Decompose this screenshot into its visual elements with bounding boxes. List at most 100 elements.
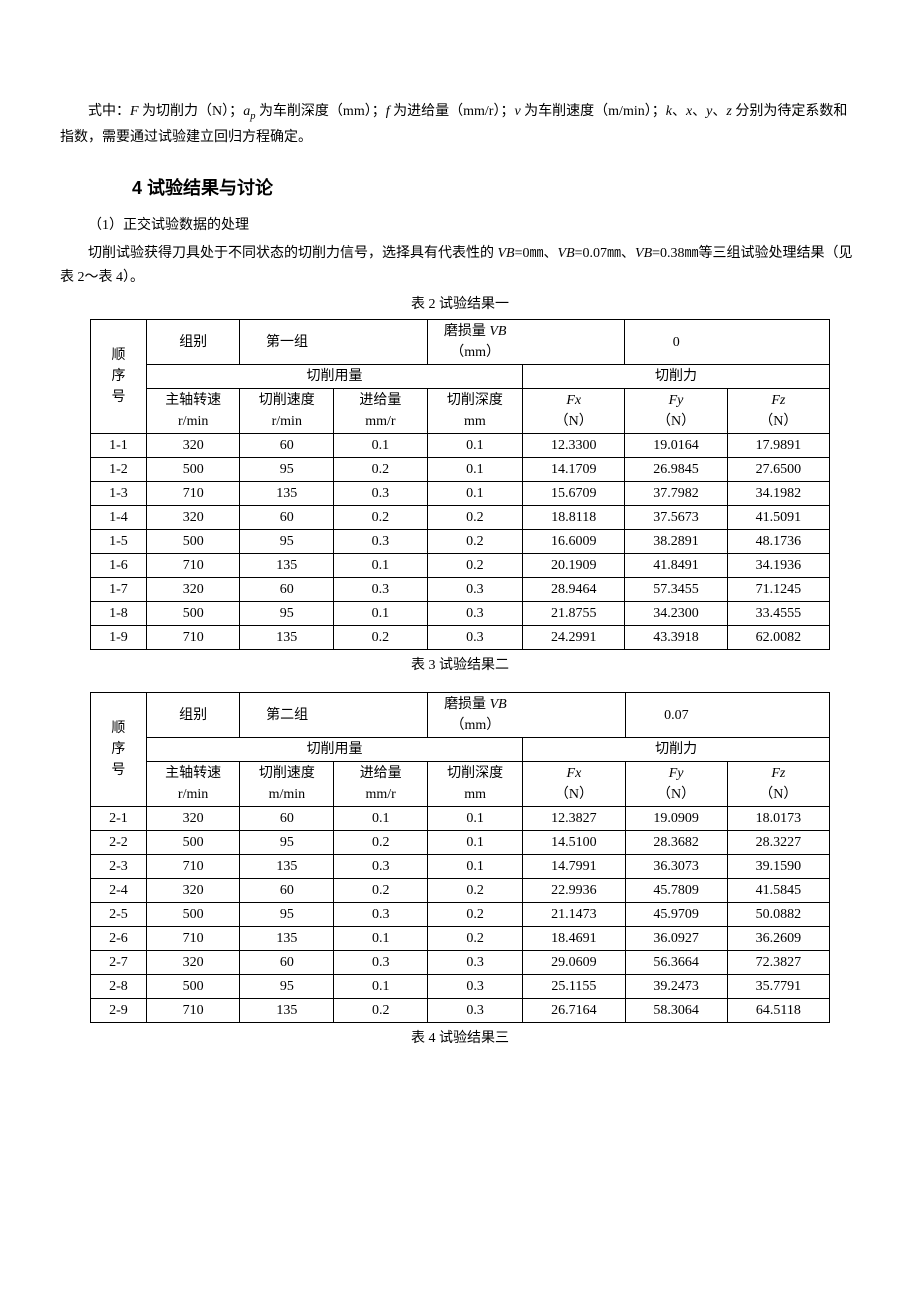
table-cell: 0.3 (334, 855, 428, 879)
table-cell: 0.2 (334, 458, 428, 482)
table-cell: 37.7982 (625, 482, 727, 506)
table-cell: 0.2 (427, 903, 522, 927)
table-cell: 0.3 (334, 903, 428, 927)
table-cell: 0.2 (427, 879, 522, 903)
table-cell: 0.1 (334, 927, 428, 951)
table-cell: 2-9 (91, 999, 147, 1023)
table-row: 1-7320600.30.328.946457.345571.1245 (91, 578, 830, 602)
cut-force-header: 切削力 (523, 365, 830, 389)
table-cell: 0.1 (427, 434, 522, 458)
table-cell: 135 (240, 999, 334, 1023)
table-cell: 0.2 (334, 626, 428, 650)
table-row: 1-2500950.20.114.170926.984527.6500 (91, 458, 830, 482)
col-header: 进给量mm/r (334, 762, 428, 807)
table-cell: 34.2300 (625, 602, 727, 626)
table-cell: 1-4 (91, 506, 147, 530)
table-row: 2-8500950.10.325.115539.247335.7791 (91, 975, 830, 999)
group-label: 组别 (146, 320, 240, 365)
table-cell: 320 (146, 506, 240, 530)
table-cell: 500 (146, 975, 240, 999)
col-header: Fz（N） (727, 389, 829, 434)
table-cell: 20.1909 (523, 554, 625, 578)
table2-caption: 表 2 试验结果一 (60, 293, 860, 317)
table-cell: 0.2 (334, 879, 428, 903)
table-row: 2-1320600.10.112.382719.090918.0173 (91, 807, 830, 831)
table-cell: 0.1 (427, 855, 522, 879)
table-cell: 26.7164 (523, 999, 625, 1023)
table-cell: 135 (240, 554, 334, 578)
table-cell: 22.9936 (523, 879, 625, 903)
paragraph-experiment-intro: 切削试验获得刀具处于不同状态的切削力信号，选择具有代表性的 VB=0㎜、VB=0… (60, 242, 860, 290)
table-cell: 135 (240, 482, 334, 506)
col-header: Fx（N） (523, 762, 625, 807)
table-cell: 500 (146, 903, 240, 927)
col-header: 切削速度r/min (240, 389, 334, 434)
col-header: Fy（N） (625, 389, 727, 434)
wear-value-pad (727, 320, 829, 365)
group-value: 第二组 (240, 693, 334, 738)
table-cell: 320 (146, 807, 240, 831)
table-cell: 35.7791 (727, 975, 829, 999)
table-cell: 21.8755 (523, 602, 625, 626)
col-header: 主轴转速r/min (146, 762, 240, 807)
table-cell: 0.2 (427, 554, 522, 578)
table-cell: 95 (240, 975, 334, 999)
table-cell: 0.3 (427, 578, 522, 602)
table-row: 1-5500950.30.216.600938.289148.1736 (91, 530, 830, 554)
table-cell: 0.1 (427, 482, 522, 506)
table-row: 2-5500950.30.221.147345.970950.0882 (91, 903, 830, 927)
table-cell: 60 (240, 434, 334, 458)
table-cell: 41.5091 (727, 506, 829, 530)
table-cell: 56.3664 (625, 951, 727, 975)
table-cell: 710 (146, 999, 240, 1023)
table-cell: 0.3 (427, 602, 522, 626)
table-cell: 60 (240, 578, 334, 602)
table-cell: 1-5 (91, 530, 147, 554)
wear-label-pad (523, 693, 625, 738)
table-cell: 58.3064 (625, 999, 727, 1023)
table-cell: 710 (146, 855, 240, 879)
table-cell: 0.3 (334, 578, 428, 602)
group-value: 第一组 (240, 320, 334, 365)
table-cell: 39.1590 (727, 855, 829, 879)
table-cell: 0.2 (334, 506, 428, 530)
table-cell: 1-1 (91, 434, 147, 458)
table-cell: 72.3827 (727, 951, 829, 975)
table-cell: 60 (240, 951, 334, 975)
table-cell: 0.1 (427, 831, 522, 855)
table-cell: 62.0082 (727, 626, 829, 650)
table-cell: 2-2 (91, 831, 147, 855)
table-cell: 1-7 (91, 578, 147, 602)
table-cell: 28.3227 (727, 831, 829, 855)
table-cell: 14.7991 (523, 855, 625, 879)
col-header: Fx（N） (523, 389, 625, 434)
table-cell: 37.5673 (625, 506, 727, 530)
table-row: 1-37101350.30.115.670937.798234.1982 (91, 482, 830, 506)
wear-label-pad (523, 320, 625, 365)
col-header: 主轴转速r/min (146, 389, 240, 434)
table-cell: 15.6709 (523, 482, 625, 506)
table-cell: 1-6 (91, 554, 147, 578)
table-cell: 500 (146, 458, 240, 482)
col-seq-header: 顺序号 (91, 693, 147, 807)
table-cell: 320 (146, 951, 240, 975)
table-cell: 2-8 (91, 975, 147, 999)
col-header: 切削速度m/min (240, 762, 334, 807)
table-cell: 0.1 (334, 434, 428, 458)
table-cell: 0.2 (427, 530, 522, 554)
table-cell: 24.2991 (523, 626, 625, 650)
cut-force-header: 切削力 (523, 738, 830, 762)
table-cell: 38.2891 (625, 530, 727, 554)
table-cell: 34.1936 (727, 554, 829, 578)
group-value-pad (334, 693, 428, 738)
table4-caption: 表 4 试验结果三 (60, 1027, 860, 1051)
col-header: 切削深度mm (427, 762, 522, 807)
table-cell: 95 (240, 530, 334, 554)
table-cell: 2-1 (91, 807, 147, 831)
subsection-label: （1）正交试验数据的处理 (60, 214, 860, 238)
table-cell: 26.9845 (625, 458, 727, 482)
table-cell: 14.5100 (523, 831, 625, 855)
table-cell: 95 (240, 831, 334, 855)
table-cell: 320 (146, 434, 240, 458)
table-cell: 320 (146, 578, 240, 602)
